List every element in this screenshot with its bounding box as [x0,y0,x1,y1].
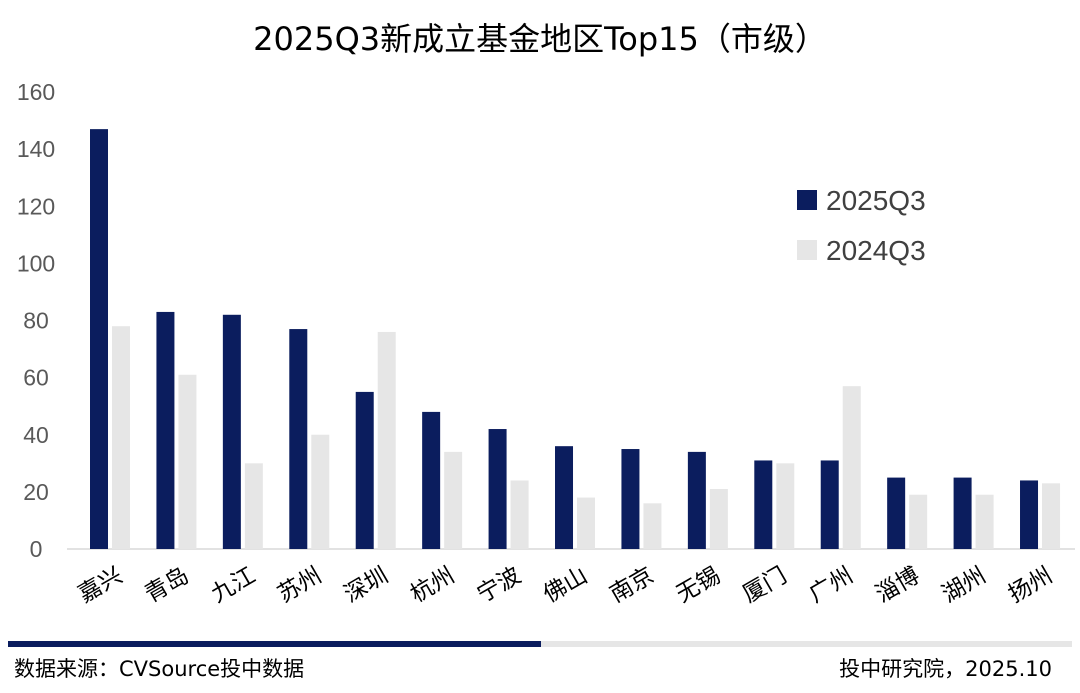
bar-2024Q3-12 [909,494,928,549]
category-label: 无锡 [672,563,725,609]
category-label: 九江 [207,563,260,609]
bar-2024Q3-7 [577,497,596,549]
bar-2024Q3-8 [643,503,662,549]
x-axis: 嘉兴 青岛 九江 苏州 深圳 杭州 宁波 佛山 南京 无锡 厦门 广州 淄博 湖州 扬州 [74,563,1057,609]
bar-2024Q3-9 [709,489,728,549]
legend-label: 2024Q3 [826,235,926,266]
bar-2025Q3-13 [953,477,972,549]
bar-2025Q3-1 [156,311,175,549]
bar-2024Q3-2 [244,463,263,549]
bar-2025Q3-8 [621,449,640,549]
bar-2024Q3-1 [178,374,197,549]
category-label: 杭州 [406,563,459,609]
bar-2024Q3-13 [975,494,994,549]
y-tick-label: 120 [17,193,55,219]
bar-2025Q3-11 [820,460,839,549]
bar-2025Q3-9 [687,451,706,549]
bar-2025Q3-4 [355,391,374,549]
category-label: 宁波 [473,563,526,609]
bar-2024Q3-14 [1042,483,1061,549]
bars [90,129,1061,549]
bar-2024Q3-4 [377,331,396,549]
category-label: 深圳 [340,563,393,609]
bar-2025Q3-6 [488,429,507,549]
bar-2025Q3-14 [1020,480,1039,549]
footer-divider-bar [541,641,1072,647]
category-label: 淄博 [871,563,924,609]
category-label: 广州 [805,563,858,609]
bar-2024Q3-5 [444,451,463,549]
bar-2025Q3-0 [90,129,108,549]
category-label: 苏州 [273,563,326,609]
y-tick-label: 0 [30,536,43,562]
y-tick-label: 80 [23,308,49,334]
legend-label: 2025Q3 [826,185,926,216]
bar-2025Q3-3 [289,329,308,549]
category-label: 佛山 [539,563,592,609]
y-tick-label: 40 [23,422,49,448]
category-label: 嘉兴 [74,563,127,609]
bar-2024Q3-3 [311,434,330,549]
legend-swatch-2025Q3 [797,190,817,210]
bar-2024Q3-6 [510,480,529,549]
publisher-note: 投中研究院，2025.10 [839,657,1052,681]
category-label: 青岛 [141,563,194,609]
category-label: 南京 [606,563,659,609]
footer-accent-bar [8,641,541,647]
y-tick-label: 20 [23,479,49,505]
chart-title: 2025Q3新成立基金地区Top15（市级） [253,20,827,58]
y-tick-label: 140 [17,136,55,162]
bar-2025Q3-12 [887,477,906,549]
bar-2024Q3-0 [112,326,130,549]
legend: 2025Q3 2024Q3 [797,185,926,266]
bar-chart: 0 20 40 60 80 100 120 140 160 嘉兴 青岛 九江 苏州 深圳 杭州 宁波 佛山 南京… [17,79,1075,609]
bar-2025Q3-10 [754,460,773,549]
category-label: 湖州 [938,563,991,609]
source-note: 数据来源：CVSource投中数据 [14,657,305,681]
bar-2025Q3-5 [422,411,441,549]
y-tick-label: 160 [17,79,55,105]
bar-2025Q3-7 [555,446,574,549]
bar-2024Q3-10 [776,463,795,549]
bar-2025Q3-2 [222,314,241,549]
bar-2024Q3-11 [842,386,861,549]
y-tick-label: 60 [23,365,49,391]
category-label: 扬州 [1004,563,1057,609]
y-tick-label: 100 [17,250,55,276]
legend-swatch-2024Q3 [797,240,817,260]
category-label: 厦门 [738,563,791,609]
y-axis: 0 20 40 60 80 100 120 140 160 [17,79,55,562]
